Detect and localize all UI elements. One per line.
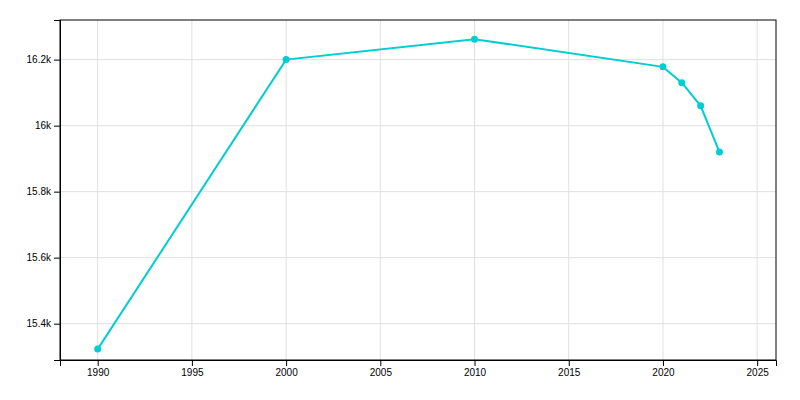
x-tick: 2005 [370, 360, 393, 378]
x-tick-label: 2005 [370, 367, 393, 378]
x-tick: 1995 [181, 360, 204, 378]
x-tick: 1990 [87, 360, 110, 378]
x-tick-mark [663, 360, 664, 366]
x-tick: 2000 [275, 360, 298, 378]
y-tick-label: 16k [35, 120, 52, 131]
grid-line [286, 20, 287, 360]
chart: 1990199520002005201020152020202515.4k15.… [0, 0, 800, 400]
y-tick-label: 15.4k [27, 318, 52, 329]
grid-line [662, 20, 663, 360]
y-tick: 16.2k [27, 54, 60, 65]
plot-frame [60, 20, 776, 360]
grid-line [568, 20, 569, 360]
x-tick-mark [475, 360, 476, 366]
y-tick: 15.8k [27, 186, 60, 197]
y-tick-label: 16.2k [27, 54, 52, 65]
y-tick-mark [54, 192, 60, 193]
line [98, 39, 720, 349]
x-tick-label: 2015 [558, 367, 581, 378]
x-tick-label: 2010 [464, 367, 487, 378]
y-tick-mark [54, 60, 60, 61]
y-tick-mark [54, 258, 60, 259]
x-tick: 2010 [464, 360, 487, 378]
y-axis: 15.4k 15.6k 15.8k 16k 16.2k [27, 21, 61, 361]
grid-line [97, 20, 98, 360]
x-tick-mark [380, 360, 381, 366]
x-tick-mark [286, 360, 287, 366]
x-axis: 1990 1995 2000 2005 2010 2015 2020 2025 [61, 360, 777, 378]
point [283, 56, 290, 63]
point [678, 79, 685, 86]
point [659, 63, 666, 70]
x-tick-mark [98, 360, 99, 366]
point [697, 102, 704, 109]
grid-line [60, 59, 776, 60]
x-tick-mark [192, 360, 193, 366]
grid [60, 20, 776, 360]
x-tick: 2020 [652, 360, 675, 378]
y-axis-line [54, 21, 61, 361]
x-axis-line [61, 361, 777, 367]
marks [94, 36, 723, 353]
point [716, 149, 723, 156]
x-tick-label: 2020 [652, 367, 675, 378]
y-tick-mark [54, 126, 60, 127]
x-tick: 2025 [747, 360, 770, 378]
grid-line [474, 20, 475, 360]
x-tick: 2015 [558, 360, 581, 378]
plot: 1990199520002005201020152020202515.4k15.… [27, 20, 777, 378]
x-tick-label: 2025 [747, 367, 770, 378]
grid-line [60, 323, 776, 324]
grid-line [60, 191, 776, 192]
grid-line [191, 20, 192, 360]
y-tick-label: 15.8k [27, 186, 52, 197]
point [94, 346, 101, 353]
y-tick-label: 15.6k [27, 252, 52, 263]
x-tick-label: 1990 [87, 367, 110, 378]
y-tick: 15.6k [27, 252, 60, 263]
x-tick-mark [757, 360, 758, 366]
grid-line [380, 20, 381, 360]
x-tick-mark [569, 360, 570, 366]
y-tick-mark [54, 324, 60, 325]
x-tick-label: 1995 [181, 367, 204, 378]
grid-line [60, 125, 776, 126]
point [471, 36, 478, 43]
grid-line [60, 257, 776, 258]
grid-line [757, 20, 758, 360]
y-tick: 15.4k [27, 318, 60, 329]
x-tick-label: 2000 [275, 367, 298, 378]
y-tick: 16k [35, 120, 60, 131]
